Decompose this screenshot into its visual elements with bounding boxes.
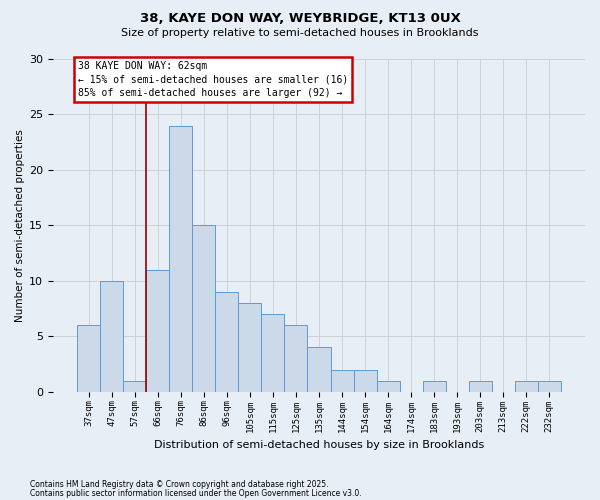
- Bar: [331, 370, 353, 392]
- Bar: [123, 380, 146, 392]
- Text: Contains public sector information licensed under the Open Government Licence v3: Contains public sector information licen…: [30, 488, 362, 498]
- Bar: [262, 314, 284, 392]
- Y-axis label: Number of semi-detached properties: Number of semi-detached properties: [15, 129, 25, 322]
- Text: Contains HM Land Registry data © Crown copyright and database right 2025.: Contains HM Land Registry data © Crown c…: [30, 480, 329, 489]
- Bar: [146, 270, 169, 392]
- Text: 38 KAYE DON WAY: 62sqm
← 15% of semi-detached houses are smaller (16)
85% of sem: 38 KAYE DON WAY: 62sqm ← 15% of semi-det…: [79, 61, 349, 98]
- Bar: [353, 370, 377, 392]
- Bar: [307, 348, 331, 392]
- Bar: [169, 126, 193, 392]
- Bar: [238, 303, 262, 392]
- Bar: [284, 325, 307, 392]
- Bar: [377, 380, 400, 392]
- Bar: [469, 380, 492, 392]
- Text: 38, KAYE DON WAY, WEYBRIDGE, KT13 0UX: 38, KAYE DON WAY, WEYBRIDGE, KT13 0UX: [140, 12, 460, 26]
- Bar: [422, 380, 446, 392]
- Bar: [77, 325, 100, 392]
- Bar: [100, 281, 123, 392]
- Bar: [515, 380, 538, 392]
- X-axis label: Distribution of semi-detached houses by size in Brooklands: Distribution of semi-detached houses by …: [154, 440, 484, 450]
- Text: Size of property relative to semi-detached houses in Brooklands: Size of property relative to semi-detach…: [121, 28, 479, 38]
- Bar: [215, 292, 238, 392]
- Bar: [538, 380, 561, 392]
- Bar: [193, 226, 215, 392]
